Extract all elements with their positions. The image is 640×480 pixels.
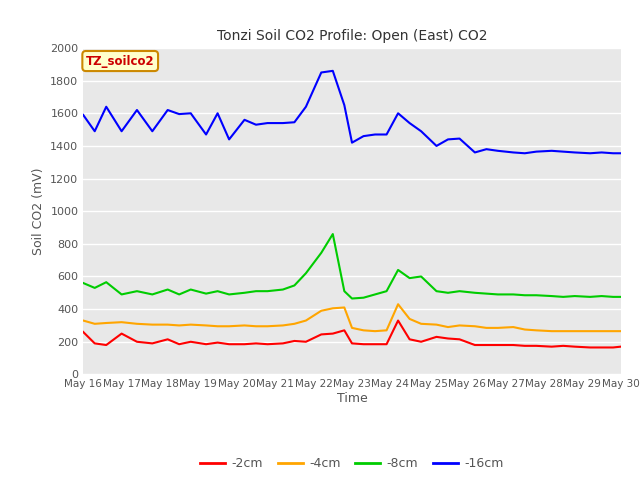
Text: TZ_soilco2: TZ_soilco2 bbox=[86, 55, 154, 68]
Title: Tonzi Soil CO2 Profile: Open (East) CO2: Tonzi Soil CO2 Profile: Open (East) CO2 bbox=[217, 29, 487, 43]
X-axis label: Time: Time bbox=[337, 392, 367, 405]
Y-axis label: Soil CO2 (mV): Soil CO2 (mV) bbox=[31, 168, 45, 255]
Legend: -2cm, -4cm, -8cm, -16cm: -2cm, -4cm, -8cm, -16cm bbox=[195, 453, 509, 476]
